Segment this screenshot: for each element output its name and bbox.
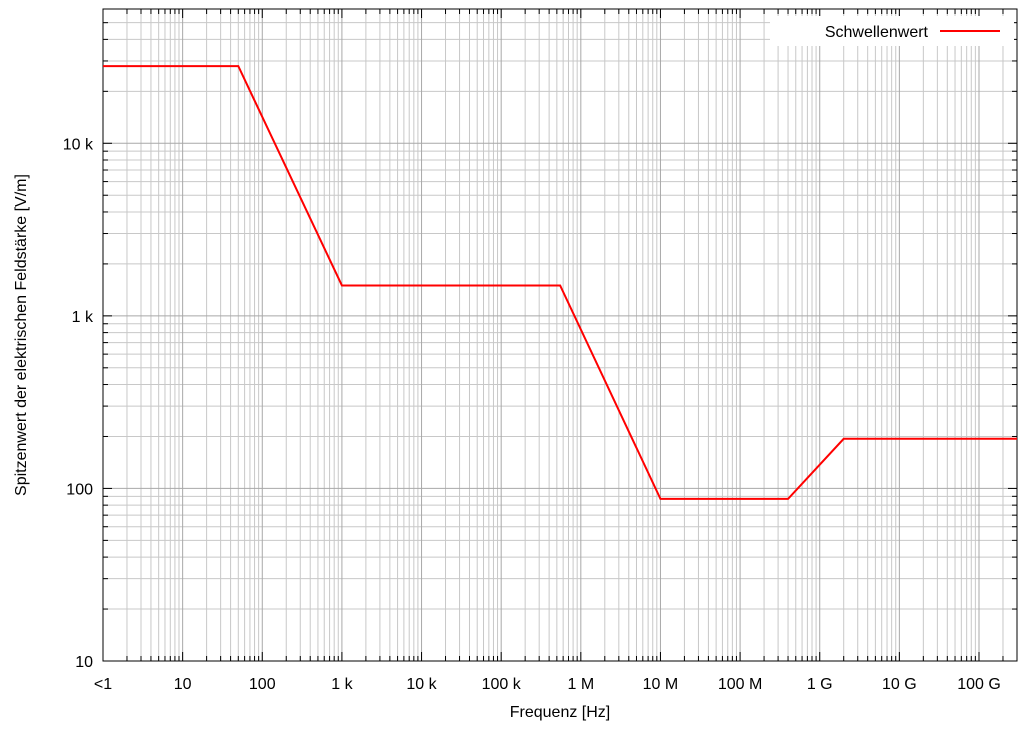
x-axis-ticks (102, 9, 1004, 661)
x-tick-label: 100 (249, 676, 276, 693)
y-axis-label: Spitzenwert der elektrischen Feldstärke … (13, 174, 30, 496)
x-tick-label: 100 G (957, 676, 1001, 693)
y-tick-label: 1 k (72, 309, 94, 326)
legend-series-label: Schwellenwert (825, 24, 929, 41)
x-tick-label: 10 (174, 676, 192, 693)
y-tick-label: 100 (66, 481, 93, 498)
x-axis-tick-labels: <1 10 100 1 k 10 k 100 k 1 M 10 M 100 M 1 G 10 G 10… (94, 676, 1001, 693)
x-tick-label: 1 M (567, 676, 594, 693)
y-tick-label: 10 (75, 654, 93, 671)
y-axis-ticks (103, 22, 1017, 662)
x-tick-label: 100 k (482, 676, 522, 693)
minor-gridlines (103, 9, 1017, 661)
x-tick-label: 1 G (807, 676, 833, 693)
series-line-schwellenwert (103, 65, 1017, 500)
x-tick-label: 100 M (718, 676, 762, 693)
x-tick-label: 10 k (406, 676, 437, 693)
legend: Schwellenwert (770, 16, 1014, 46)
y-axis-tick-labels: 10 100 1 k 10 k (63, 136, 94, 671)
x-tick-label: 10 G (882, 676, 917, 693)
major-gridlines (102, 9, 1017, 662)
x-axis-label: Frequenz [Hz] (510, 704, 610, 721)
y-tick-label: 10 k (63, 136, 94, 153)
x-tick-label: 1 k (331, 676, 353, 693)
series-layer (103, 65, 1017, 500)
x-tick-label: 10 M (643, 676, 679, 693)
plot-frame (102, 8, 1018, 662)
x-tick-label: <1 (94, 676, 112, 693)
